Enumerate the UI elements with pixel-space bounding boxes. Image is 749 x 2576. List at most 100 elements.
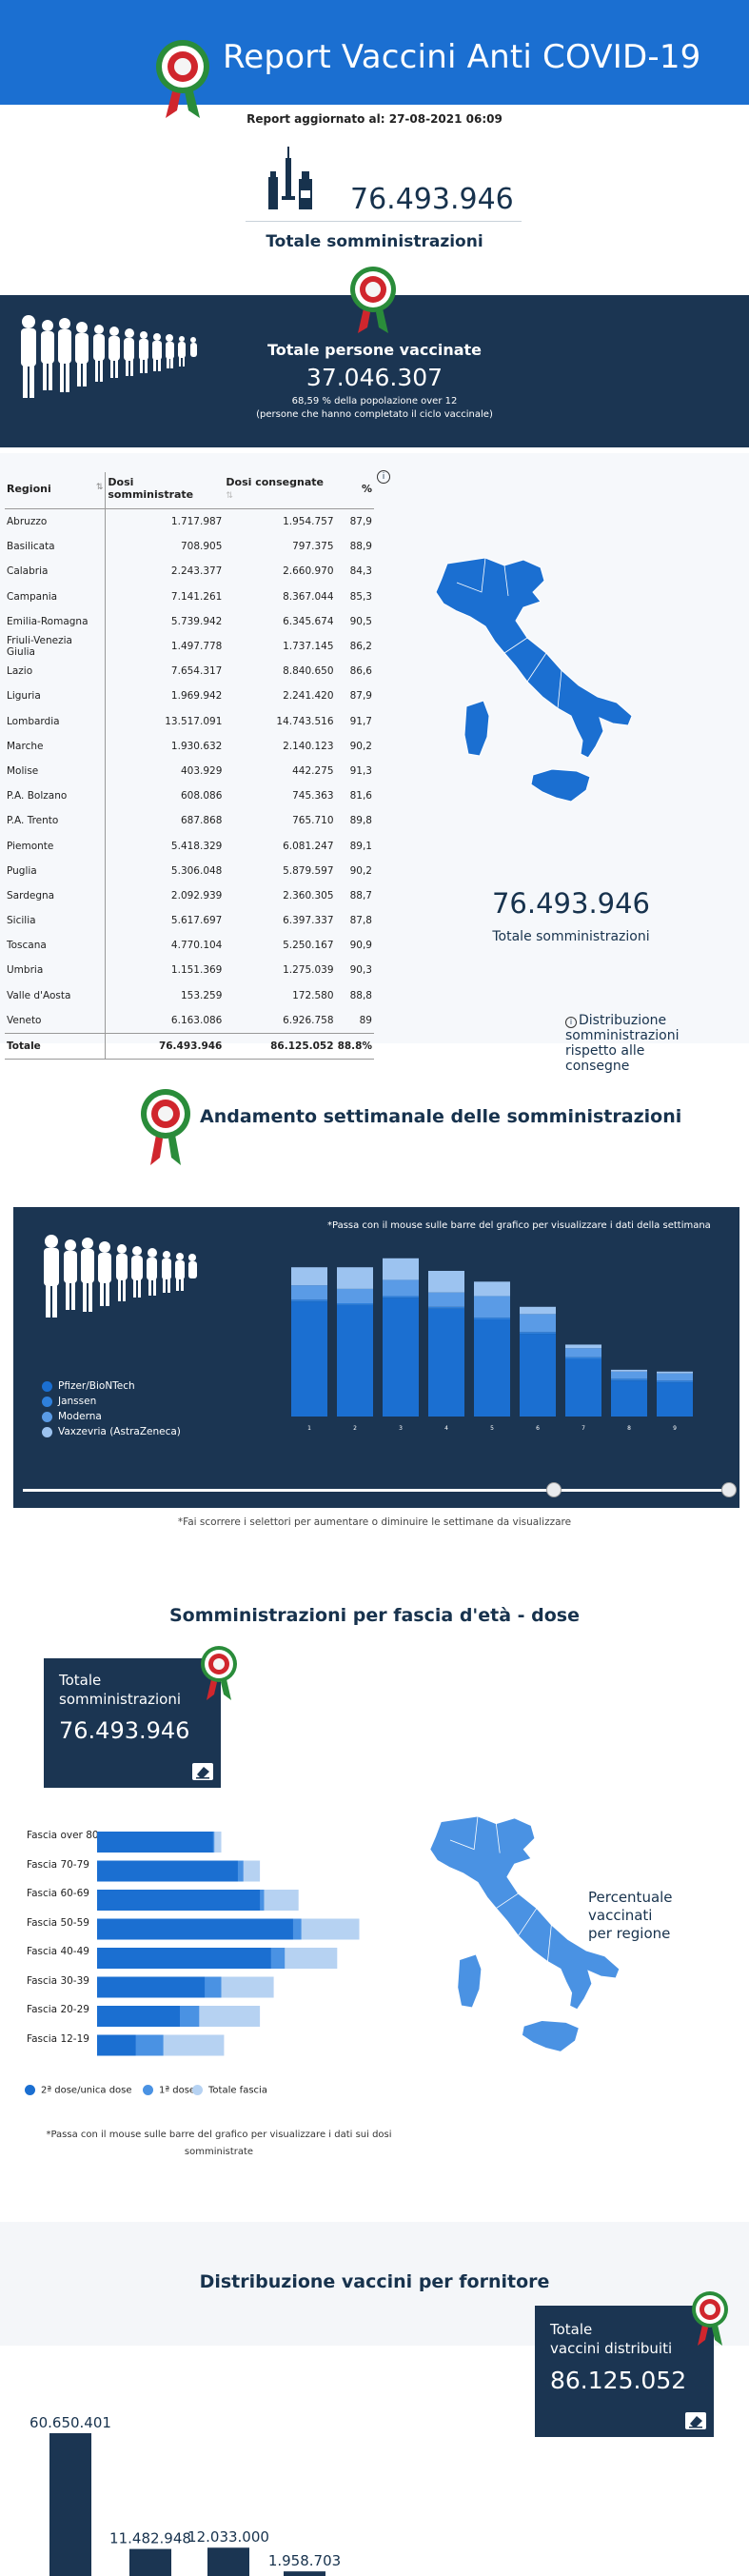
eraser-button[interactable] (192, 1763, 213, 1780)
sort-icon[interactable]: ⇅ (226, 491, 233, 501)
week-range-slider[interactable] (23, 1489, 732, 1492)
age-bar-second-dose[interactable] (97, 1832, 213, 1853)
weekly-bar-segment[interactable] (565, 1358, 601, 1417)
age-bar-second-dose[interactable] (97, 1976, 206, 1998)
weekly-bar-segment[interactable] (337, 1288, 373, 1303)
age-bar-second-dose[interactable] (97, 2034, 136, 2056)
weekly-bar-segment[interactable] (611, 1369, 647, 1372)
table-row[interactable]: Liguria 1.969.942 2.241.420 87,9 (5, 684, 374, 709)
total-cell: 86.125.052 (224, 1032, 336, 1060)
age-bar-second-dose[interactable] (97, 1860, 238, 1882)
administered-cell: 5.617.697 (170, 915, 223, 927)
weekly-bar-segment[interactable] (474, 1296, 510, 1318)
table-row[interactable]: Piemonte 5.418.329 6.081.247 89,1 (5, 833, 374, 859)
table-row[interactable]: Lombardia 13.517.091 14.743.516 91,7 (5, 708, 374, 734)
weekly-bar-segment[interactable] (428, 1308, 464, 1417)
age-bar-second-dose[interactable] (97, 1890, 261, 1911)
weekly-bar-segment[interactable] (657, 1382, 693, 1417)
table-row[interactable]: Toscana 4.770.104 5.250.167 90,9 (5, 933, 374, 959)
weekly-bar-segment[interactable] (611, 1371, 647, 1379)
weekly-bar-segment[interactable] (291, 1301, 327, 1417)
weekly-bar-segment[interactable] (565, 1348, 601, 1357)
weekly-bar-segment[interactable] (428, 1306, 464, 1309)
weekly-bar-segment[interactable] (428, 1292, 464, 1307)
table-row[interactable]: Sardegna 2.092.939 2.360.305 88,7 (5, 882, 374, 908)
weekly-bar-segment[interactable] (520, 1306, 556, 1315)
percent-cell: 88,8 (349, 989, 372, 1001)
col-header-regions[interactable]: Regioni ⇅ (5, 472, 107, 509)
table-row[interactable]: Umbria 1.151.369 1.275.039 90,3 (5, 958, 374, 983)
weekly-bar-segment[interactable] (520, 1314, 556, 1333)
weekly-bar-segment[interactable] (657, 1373, 693, 1381)
italy-map-percent[interactable] (419, 1813, 647, 2089)
weekly-bar-segment[interactable] (337, 1303, 373, 1305)
table-row[interactable]: Veneto 6.163.086 6.926.758 89 (5, 1007, 374, 1034)
table-row[interactable]: P.A. Bolzano 608.086 745.363 81,6 (5, 783, 374, 809)
age-chart[interactable] (97, 1818, 383, 2066)
table-row[interactable]: Lazio 7.654.317 8.840.650 86,6 (5, 659, 374, 684)
age-bar-second-dose[interactable] (97, 1918, 293, 1940)
weekly-bar-segment[interactable] (611, 1378, 647, 1381)
table-row[interactable]: Marche 1.930.632 2.140.123 90,2 (5, 733, 374, 759)
divider (246, 221, 522, 222)
weekly-bar-segment[interactable] (291, 1285, 327, 1300)
table-row[interactable]: Abruzzo 1.717.987 1.954.757 87,9 (5, 508, 374, 535)
eraser-button[interactable] (685, 2412, 706, 2429)
weekly-chart[interactable]: 1 2 3 4 5 6 7 8 9 (280, 1236, 718, 1464)
table-row[interactable]: Molise 403.929 442.275 91,3 (5, 758, 374, 784)
weekly-bar-segment[interactable] (657, 1380, 693, 1383)
weekly-bar-segment[interactable] (337, 1304, 373, 1417)
table-row[interactable]: Puglia 5.306.048 5.879.597 90,2 (5, 858, 374, 883)
region-name-cell: Friuli-Venezia Giulia (5, 633, 107, 660)
weekly-bar-segment[interactable] (520, 1334, 556, 1417)
total-cell: Totale (5, 1032, 107, 1060)
table-row[interactable]: Friuli-Venezia Giulia 1.497.778 1.737.145 8… (5, 633, 374, 660)
table-row[interactable]: Sicilia 5.617.697 6.397.337 87,8 (5, 908, 374, 934)
weekly-bar-segment[interactable] (291, 1267, 327, 1286)
age-bar-second-dose[interactable] (97, 1948, 271, 1969)
age-bar-second-dose[interactable] (97, 2006, 180, 2027)
table-row[interactable]: Campania 7.141.261 8.367.044 85,3 (5, 584, 374, 609)
italy-map[interactable] (428, 554, 657, 840)
weekly-bar-segment[interactable] (474, 1318, 510, 1319)
administered-cell: 13.517.091 (165, 715, 223, 727)
weekly-bar-segment[interactable] (474, 1281, 510, 1297)
delivered-cell: 745.363 (292, 790, 334, 803)
weekly-bar-segment[interactable] (291, 1299, 327, 1302)
weekly-bar-segment[interactable] (383, 1298, 419, 1417)
weekly-bar-segment[interactable] (383, 1279, 419, 1297)
weekly-bar-segment[interactable] (657, 1371, 693, 1374)
col-header-delivered[interactable]: Dosi consegnate ⇅ (224, 472, 336, 509)
weekly-bar-segment[interactable] (565, 1344, 601, 1349)
age-category-label: Fascia 20-29 (27, 2004, 89, 2015)
slider-handle-end[interactable] (721, 1482, 737, 1497)
delivered-cell: 6.926.758 (283, 1014, 334, 1026)
distribution-bar[interactable] (49, 2433, 91, 2576)
weekly-bar-segment[interactable] (337, 1267, 373, 1289)
info-icon[interactable]: i (377, 470, 390, 484)
table-row[interactable]: Emilia-Romagna 5.739.942 6.345.674 90,5 (5, 608, 374, 634)
weekly-bar-segment[interactable] (383, 1258, 419, 1280)
weekly-bar-segment[interactable] (565, 1357, 601, 1359)
weekly-bar-segment[interactable] (474, 1319, 510, 1417)
distribution-bar[interactable] (129, 2548, 171, 2576)
table-row[interactable]: Calabria 2.243.377 2.660.970 84,3 (5, 559, 374, 585)
weekly-bar-segment[interactable] (383, 1296, 419, 1298)
distribution-bar[interactable] (207, 2547, 249, 2576)
weekly-bar-segment[interactable] (520, 1332, 556, 1335)
col-header-administered[interactable]: Dosi somministrate (105, 472, 225, 509)
col-header-percent[interactable]: % (335, 472, 374, 509)
weekly-bar-segment[interactable] (428, 1271, 464, 1293)
weekly-bar-segment[interactable] (611, 1380, 647, 1417)
table-row[interactable]: P.A. Trento 687.868 765.710 89,8 (5, 808, 374, 834)
table-row[interactable]: Basilicata 708.905 797.375 88,9 (5, 534, 374, 560)
slider-handle-start[interactable] (546, 1482, 562, 1497)
map-label-line: rispetto alle consegne (565, 1043, 645, 1074)
table-row[interactable]: Valle d'Aosta 153.259 172.580 88,8 (5, 982, 374, 1008)
info-icon[interactable]: i (565, 1017, 577, 1028)
age-category-label: Fascia 70-79 (27, 1858, 89, 1871)
distribution-bar[interactable] (284, 2571, 325, 2576)
sort-icon[interactable]: ⇅ (95, 482, 104, 492)
administered-cell: 5.306.048 (170, 864, 223, 877)
